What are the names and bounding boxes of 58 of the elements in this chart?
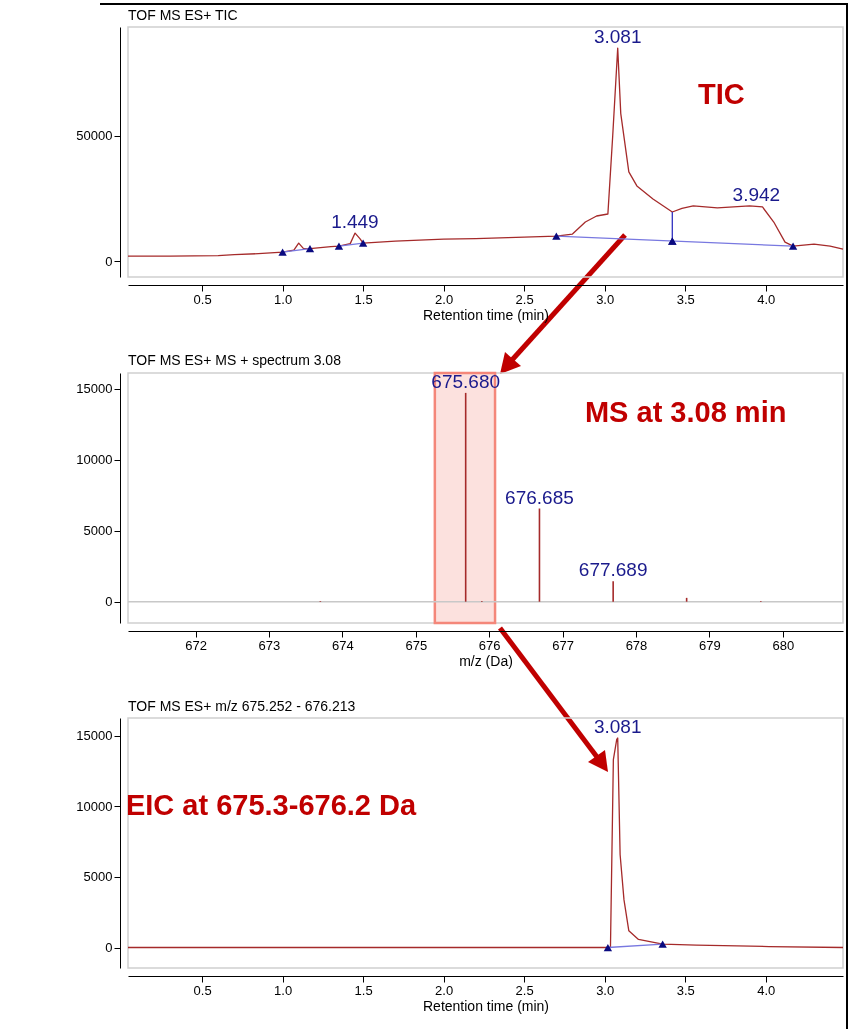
- chart-title: TOF MS ES+ TIC: [128, 7, 238, 23]
- y-tick-label: 0: [105, 253, 113, 269]
- annotation: EIC at 675.3-676.2 Da: [125, 788, 417, 821]
- line-series: [127, 47, 844, 257]
- annotation: 1.449: [331, 211, 379, 233]
- x-tick-label: 1.5: [354, 982, 373, 998]
- annotation: 3.081: [593, 716, 642, 738]
- x-tick-label: 0.5: [193, 291, 212, 307]
- annotation: MS at 3.08 min: [584, 396, 787, 428]
- point: [552, 232, 561, 240]
- x-tick-label: 675: [405, 637, 428, 653]
- annotation: 676.685: [505, 486, 574, 508]
- point: [788, 242, 798, 250]
- x-tick-label: 3.5: [676, 982, 695, 998]
- point: [278, 248, 287, 256]
- x-axis-title: m/z (Da): [459, 652, 513, 669]
- x-tick-label: 1.0: [274, 982, 293, 998]
- y-tick-label: 10000: [76, 452, 113, 468]
- y-tick-label: 0: [105, 594, 113, 610]
- chart-title: TOF MS ES+ MS + spectrum 3.08: [128, 351, 342, 368]
- point: [334, 242, 344, 250]
- y-tick-label: 5000: [83, 869, 113, 885]
- annotation: 675.680: [431, 370, 501, 392]
- x-tick-label: 2.5: [515, 982, 534, 998]
- x-tick-label: 4.0: [757, 291, 776, 307]
- x-tick-label: 4.0: [757, 982, 776, 998]
- x-tick-label: 672: [185, 637, 207, 653]
- x-tick-label: 679: [699, 637, 721, 653]
- x-tick-label: 676: [478, 637, 501, 653]
- y-tick-label: 15000: [76, 381, 113, 397]
- y-tick-label: 5000: [83, 523, 113, 539]
- x-tick-label: 2.0: [435, 982, 454, 998]
- y-tick-label: 0: [105, 940, 113, 956]
- y-tick-label: 15000: [76, 728, 113, 744]
- annotation: TIC: [698, 77, 745, 110]
- annotation: 677.689: [578, 559, 648, 581]
- x-tick-label: 3.0: [596, 291, 615, 307]
- x-tick-label: 677: [552, 637, 574, 653]
- x-axis-title: Retention time (min): [422, 306, 550, 323]
- point: [358, 239, 368, 247]
- x-tick-label: 3.0: [596, 982, 615, 998]
- x-tick-label: 0.5: [193, 982, 212, 998]
- x-axis-title: Retention time (min): [422, 997, 550, 1014]
- point: [305, 245, 315, 253]
- chart-title: TOF MS ES+ m/z 675.252 - 676.213: [128, 698, 356, 714]
- x-tick-label: 1.5: [354, 291, 373, 307]
- annotation: 3.942: [732, 183, 781, 205]
- x-tick-label: 1.0: [274, 291, 293, 307]
- x-tick-label: 3.5: [676, 291, 695, 307]
- x-tick-label: 674: [332, 637, 354, 653]
- annotation: 3.081: [593, 26, 642, 48]
- y-tick-label: 50000: [76, 128, 113, 144]
- x-tick-label: 2.5: [515, 291, 534, 307]
- y-tick-label: 10000: [76, 798, 113, 814]
- x-tick-label: 2.0: [435, 291, 454, 307]
- x-tick-label: 680: [772, 637, 795, 653]
- x-tick-label: 673: [258, 637, 281, 653]
- x-tick-label: 678: [625, 637, 648, 653]
